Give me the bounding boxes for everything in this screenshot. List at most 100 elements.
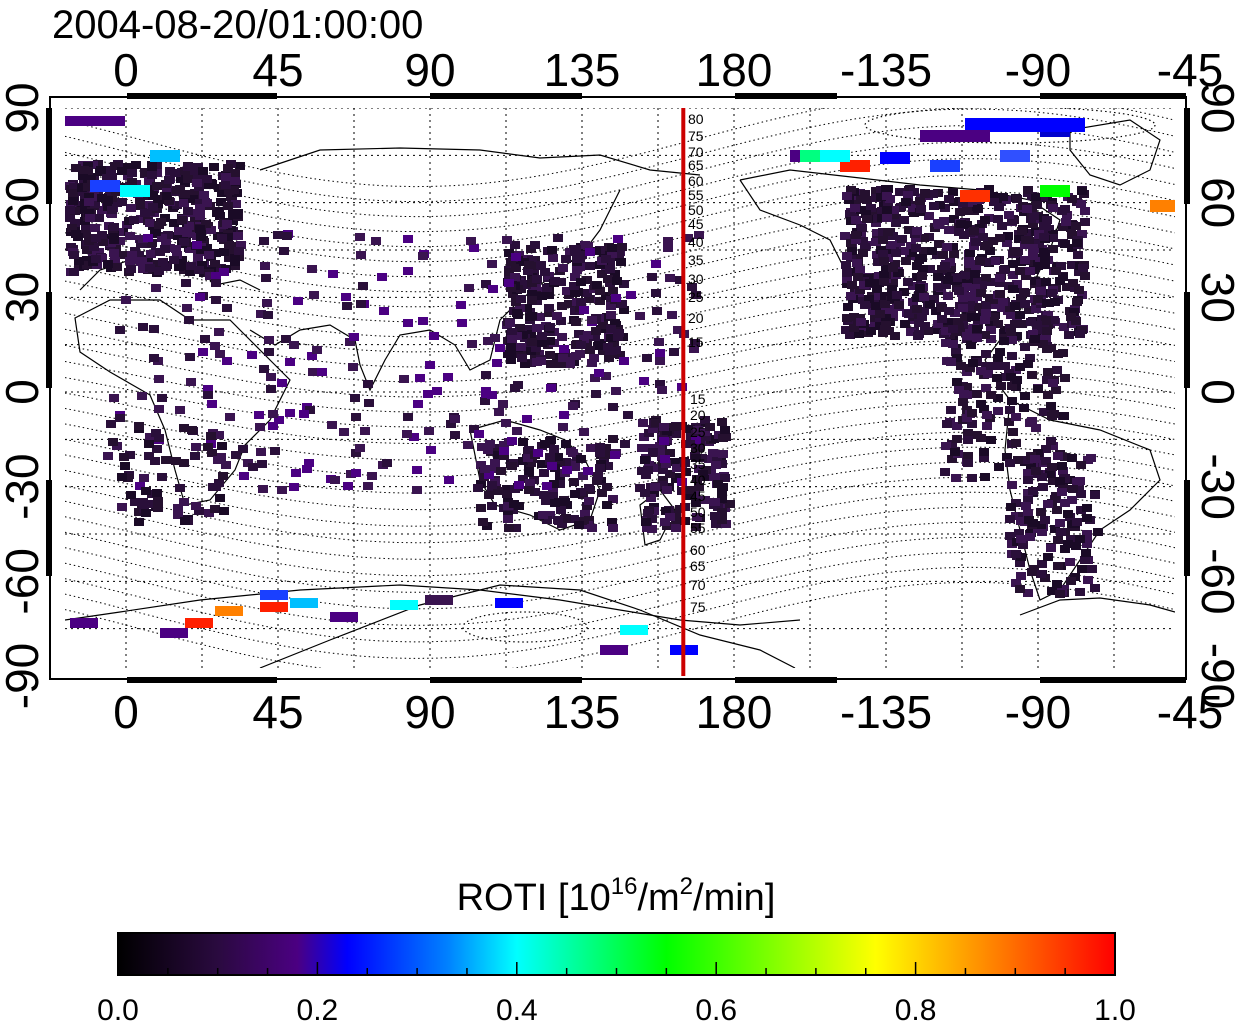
roti-cell <box>952 354 962 362</box>
lat-tick-label: 30 <box>1192 272 1240 323</box>
roti-cell <box>1021 272 1031 280</box>
colorbar-tick-label: 0.6 <box>695 994 737 1024</box>
roti-cell <box>552 353 562 361</box>
roti-cell <box>1018 541 1028 549</box>
roti-cell <box>584 497 594 505</box>
roti-cell <box>520 360 530 368</box>
roti-cell <box>171 245 181 253</box>
roti-cell <box>617 243 627 251</box>
roti-cell <box>1036 521 1046 529</box>
roti-cell <box>1066 577 1076 585</box>
roti-cell <box>71 230 81 238</box>
roti-cell <box>270 447 280 455</box>
roti-cell <box>917 313 927 321</box>
roti-cell <box>151 284 161 292</box>
roti-cell <box>1074 485 1084 493</box>
roti-cell <box>285 358 295 366</box>
roti-cell <box>1062 283 1072 291</box>
roti-cell <box>195 199 205 207</box>
roti-cell <box>218 472 228 480</box>
roti-cell <box>184 222 194 230</box>
roti-cell <box>356 300 366 308</box>
roti-cell <box>217 442 227 450</box>
roti-cell <box>1052 366 1062 374</box>
roti-cell <box>474 430 484 438</box>
roti-cell <box>507 328 517 336</box>
roti-cell <box>1020 300 1030 308</box>
contour-label: 60 <box>690 542 706 558</box>
roti-cell <box>1049 410 1059 418</box>
lat-tick-label: -60 <box>0 548 48 614</box>
roti-cell <box>348 363 358 371</box>
roti-cell <box>483 446 493 454</box>
roti-cell <box>1049 316 1059 324</box>
lat-tick-label: 0 <box>1192 379 1240 405</box>
roti-cell <box>515 324 525 332</box>
roti-cell <box>177 216 187 224</box>
roti-cell <box>1037 473 1047 481</box>
colorbar-tick-label: 1.0 <box>1094 994 1136 1024</box>
roti-cell <box>547 246 557 254</box>
roti-cell <box>854 330 864 338</box>
roti-cell <box>198 167 208 175</box>
roti-cell <box>842 269 852 277</box>
roti-cell <box>950 448 960 456</box>
contour-label: 55 <box>688 187 704 203</box>
roti-cell <box>997 304 1007 312</box>
roti-cell <box>481 387 491 395</box>
roti-cell <box>514 502 524 510</box>
roti-cell <box>351 469 361 477</box>
roti-cell <box>180 190 190 198</box>
roti-cell <box>1025 267 1035 275</box>
roti-cell <box>1072 298 1082 306</box>
lat-tick-label: -90 <box>1192 643 1240 709</box>
roti-cell <box>947 440 957 448</box>
roti-cell <box>1003 232 1013 240</box>
roti-cell <box>669 458 679 466</box>
roti-cell <box>555 480 565 488</box>
roti-cell <box>1020 392 1030 400</box>
roti-cell <box>980 331 990 339</box>
roti-cell <box>1008 271 1018 279</box>
roti-cell <box>68 197 78 205</box>
roti-cell <box>616 258 626 266</box>
roti-cell <box>963 436 973 444</box>
roti-cell <box>881 314 891 322</box>
roti-cell <box>1027 568 1037 576</box>
roti-cell <box>1042 216 1052 224</box>
roti-cell <box>1011 579 1021 587</box>
roti-cell <box>925 265 935 273</box>
roti-cell <box>565 360 575 368</box>
roti-cell <box>190 189 200 197</box>
roti-cell <box>613 235 623 243</box>
roti-cell <box>592 281 602 289</box>
roti-cell <box>1012 280 1022 288</box>
roti-cell <box>597 270 607 278</box>
roti-cell <box>1037 560 1047 568</box>
roti-cell <box>952 435 962 443</box>
roti-cell <box>985 294 995 302</box>
roti-cell <box>1046 437 1056 445</box>
roti-cell <box>180 262 190 270</box>
roti-cell <box>498 400 508 408</box>
roti-cell <box>1011 413 1021 421</box>
roti-cell <box>201 220 211 228</box>
lon-tick-label: 90 <box>404 44 455 96</box>
roti-cell <box>169 219 179 227</box>
roti-cell <box>527 256 537 264</box>
roti-cell <box>110 162 120 170</box>
roti-cell <box>203 391 213 399</box>
roti-cell <box>1023 509 1033 517</box>
roti-cell <box>657 450 667 458</box>
roti-cell <box>1005 459 1015 467</box>
roti-cell <box>136 240 146 248</box>
roti-cell <box>1010 248 1020 256</box>
roti-cell <box>889 206 899 214</box>
roti-cell <box>97 231 107 239</box>
roti-cell <box>644 461 654 469</box>
roti-cell <box>640 489 650 497</box>
roti-cell <box>954 228 964 236</box>
roti-cell <box>399 375 409 383</box>
roti-cell <box>685 440 695 448</box>
roti-cell <box>1075 588 1085 596</box>
